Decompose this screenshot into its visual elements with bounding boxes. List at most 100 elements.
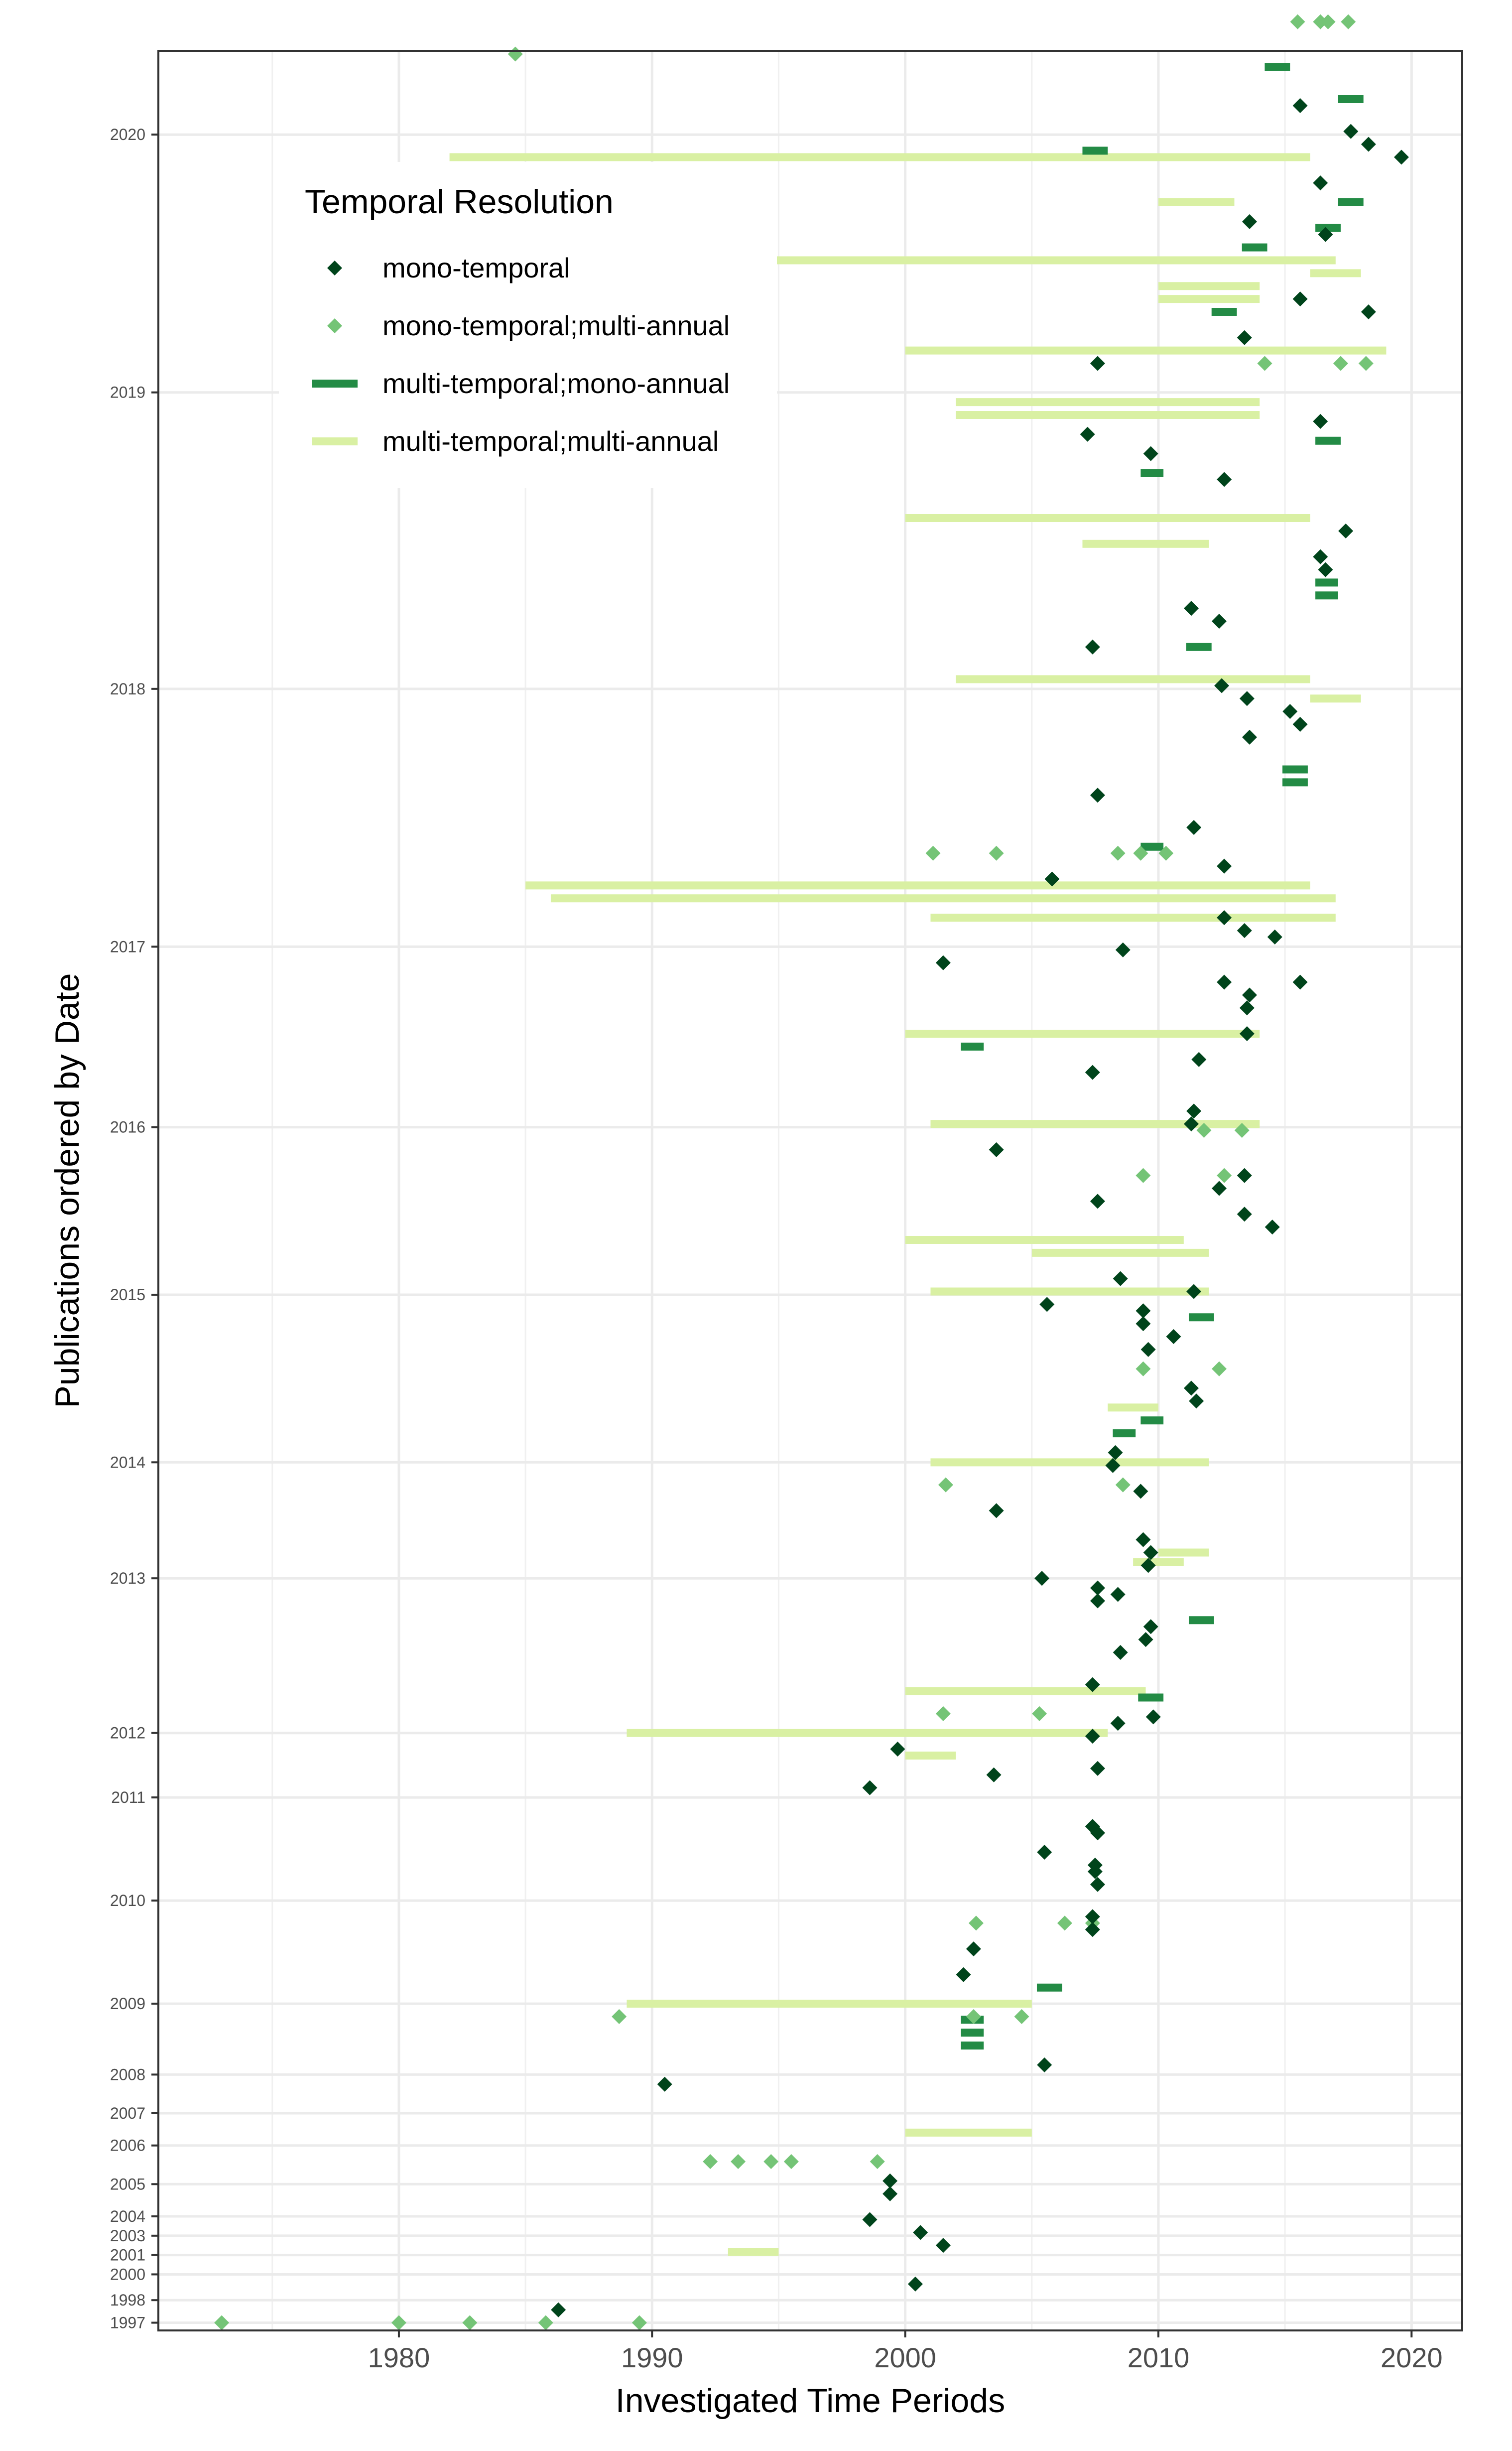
- mono-temporal-point: [1237, 923, 1252, 938]
- mono-temporal-point: [1138, 1632, 1153, 1647]
- mono-temporal-point: [1343, 124, 1359, 139]
- mono-temporal-point: [1242, 214, 1257, 229]
- mono-multi-annual-point: [462, 2315, 478, 2330]
- mono-temporal-point: [1393, 149, 1409, 165]
- mono-temporal-point: [1110, 1716, 1126, 1731]
- mono-temporal-point: [1292, 291, 1308, 307]
- mono-multi-annual-point: [1057, 1915, 1072, 1931]
- mono-temporal-point: [1090, 788, 1105, 803]
- mono-temporal-point: [1087, 1857, 1103, 1873]
- mono-temporal-point: [1186, 1103, 1202, 1119]
- mono-temporal-point: [1361, 304, 1376, 319]
- y-tick-label: 2017: [110, 938, 145, 955]
- mono-temporal-point: [1267, 929, 1282, 945]
- mono-temporal-point: [1338, 523, 1354, 539]
- mono-multi-annual-point: [631, 2315, 647, 2330]
- y-tick-label: 2004: [110, 2207, 145, 2225]
- y-tick-label: 2000: [110, 2265, 145, 2283]
- mono-multi-annual-point: [1115, 1477, 1131, 1493]
- mono-multi-annual-point: [538, 2315, 553, 2330]
- mono-temporal-point: [882, 2173, 898, 2188]
- x-axis-ticks: 1980 1990 2000 2010 2020: [368, 2330, 1443, 2373]
- mono-temporal-point: [1044, 871, 1060, 887]
- panel-border: [157, 50, 1463, 2331]
- mono-temporal-point: [1211, 1181, 1227, 1196]
- legend-entry: multi-temporal;mono-annual: [312, 368, 730, 399]
- mono-multi-annual-point: [391, 2315, 406, 2330]
- mono-temporal-point: [1110, 1587, 1126, 1602]
- y-tick-label: 2020: [110, 126, 145, 143]
- mono-temporal-point: [1292, 974, 1308, 990]
- x-tick-label: 1990: [621, 2342, 683, 2373]
- y-tick-label: 2009: [110, 1995, 145, 2013]
- x-tick-label: 1980: [368, 2342, 430, 2373]
- mono-temporal-point: [966, 1941, 981, 1957]
- x-tick-label: 2020: [1381, 2342, 1443, 2373]
- mono-temporal-point: [1039, 1297, 1055, 1312]
- mono-temporal-point: [1361, 136, 1376, 152]
- mono-temporal-point: [1113, 1271, 1128, 1286]
- mono-temporal-point: [1143, 446, 1158, 461]
- mono-multi-annual-point: [1320, 14, 1336, 29]
- mono-temporal-point: [989, 1503, 1004, 1518]
- mono-temporal-point: [1237, 1207, 1252, 1222]
- mono-multi-annual-point: [1014, 2009, 1029, 2024]
- mono-temporal-point: [1090, 1194, 1105, 1209]
- mono-multi-annual-point: [870, 2154, 885, 2170]
- y-tick-label: 2006: [110, 2137, 145, 2155]
- mono-multi-annual-point: [1234, 1123, 1250, 1138]
- mono-multi-annual-point: [935, 1706, 951, 1721]
- mono-temporal-point: [1133, 1484, 1148, 1499]
- y-tick-label: 2019: [110, 384, 145, 402]
- legend-key-diamond: [327, 318, 342, 333]
- mono-multi-annual-point: [1110, 845, 1126, 861]
- mono-temporal-point: [986, 1767, 1002, 1782]
- mono-temporal-point: [1184, 1116, 1199, 1132]
- mono-multi-annual-point: [925, 845, 941, 861]
- mono-temporal-point: [1313, 549, 1328, 564]
- mono-temporal-point: [1143, 1619, 1158, 1634]
- mono-multi-annual-point: [1358, 356, 1374, 371]
- x-tick-label: 2010: [1128, 2342, 1190, 2373]
- mono-temporal-point: [1184, 1380, 1199, 1396]
- y-tick-label: 2005: [110, 2175, 145, 2193]
- y-tick-label: 2016: [110, 1118, 145, 1136]
- mono-multi-annual-point: [731, 2154, 746, 2170]
- mono-temporal-point: [1140, 1342, 1156, 1357]
- mono-temporal-point: [1313, 175, 1328, 191]
- mono-temporal-point: [1115, 942, 1131, 957]
- y-tick-label: 2007: [110, 2104, 145, 2122]
- mono-multi-annual-point: [1217, 1168, 1232, 1183]
- x-tick-label: 2000: [874, 2342, 936, 2373]
- mono-temporal-point: [1189, 1393, 1204, 1409]
- legend: Temporal Resolution mono-temporalmono-te…: [279, 162, 777, 488]
- y-tick-label: 2012: [110, 1724, 145, 1742]
- mono-temporal-point: [1080, 426, 1095, 442]
- mono-multi-annual-point: [1032, 1706, 1047, 1721]
- mono-temporal-point: [1105, 1458, 1121, 1473]
- mono-temporal-point: [1034, 1571, 1050, 1586]
- legend-label: mono-temporal;multi-annual: [382, 310, 730, 341]
- legend-background: [279, 162, 777, 488]
- legend-label: mono-temporal: [382, 252, 570, 283]
- mono-temporal-point: [1217, 974, 1232, 990]
- mono-temporal-point: [1239, 691, 1255, 706]
- mono-temporal-point: [882, 2186, 898, 2201]
- mono-temporal-point: [1217, 910, 1232, 926]
- mono-temporal-point: [1113, 1644, 1128, 1660]
- mono-temporal-point: [1090, 356, 1105, 371]
- mono-temporal-point: [1090, 1877, 1105, 1892]
- mono-temporal-point: [1191, 1052, 1207, 1067]
- mono-temporal-point: [1282, 704, 1298, 719]
- mono-temporal-point: [989, 1142, 1004, 1157]
- mono-temporal-point: [1217, 858, 1232, 874]
- mono-temporal-point: [1085, 1677, 1100, 1692]
- legend-label: multi-temporal;mono-annual: [382, 368, 730, 399]
- mono-temporal-point: [1085, 1909, 1100, 1924]
- mono-temporal-point: [1108, 1445, 1123, 1460]
- mono-temporal-point: [1090, 1593, 1105, 1609]
- mono-temporal-point: [1237, 330, 1252, 345]
- y-tick-label: 2011: [111, 1788, 145, 1806]
- mono-temporal-point: [907, 2276, 923, 2292]
